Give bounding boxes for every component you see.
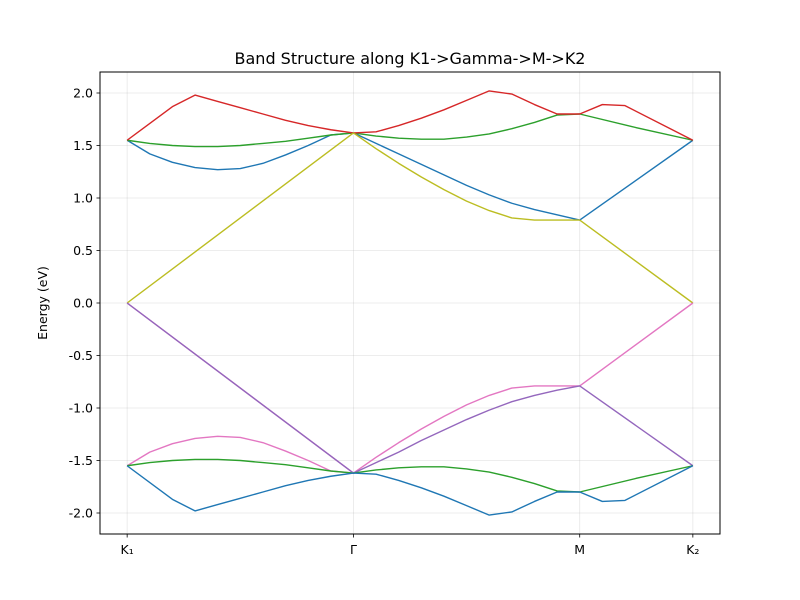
- y-tick-label: -1.0: [69, 401, 93, 416]
- x-tick-label: K₁: [121, 542, 134, 557]
- y-tick-label: 0.5: [73, 243, 93, 258]
- y-tick-label: -0.5: [69, 348, 93, 363]
- band-line-3: [126, 90, 694, 141]
- band-lines: [126, 90, 694, 516]
- x-tick-label: M: [574, 542, 585, 557]
- band-line-2: [127, 113, 694, 148]
- band-line-1: [126, 132, 694, 221]
- y-tick-label: 0.0: [73, 296, 93, 311]
- band-line-6: [126, 302, 694, 474]
- y-tick-label: 1.0: [73, 191, 93, 206]
- band-line-4: [126, 132, 694, 304]
- band-line-5: [126, 302, 694, 474]
- y-tick-label: -1.5: [69, 453, 93, 468]
- band-line-7: [126, 435, 354, 474]
- axis-ticks: -2.0 -1.5 -1.0 -0.5 0.0 0.5 1.0 1.5 2.0 K₁ Γ M K₂: [69, 86, 700, 558]
- chart-title: Band Structure along K1->Gamma->M->K2: [235, 49, 586, 68]
- y-tick-label: 2.0: [73, 86, 93, 101]
- y-tick-label: 1.5: [73, 138, 93, 153]
- y-tick-label: -2.0: [69, 506, 93, 521]
- band-line-8: [127, 458, 694, 493]
- x-tick-label: Γ: [350, 542, 357, 557]
- x-tick-label: K₂: [686, 542, 699, 557]
- band-line-9: [126, 465, 694, 516]
- y-axis-label: Energy (eV): [35, 266, 50, 340]
